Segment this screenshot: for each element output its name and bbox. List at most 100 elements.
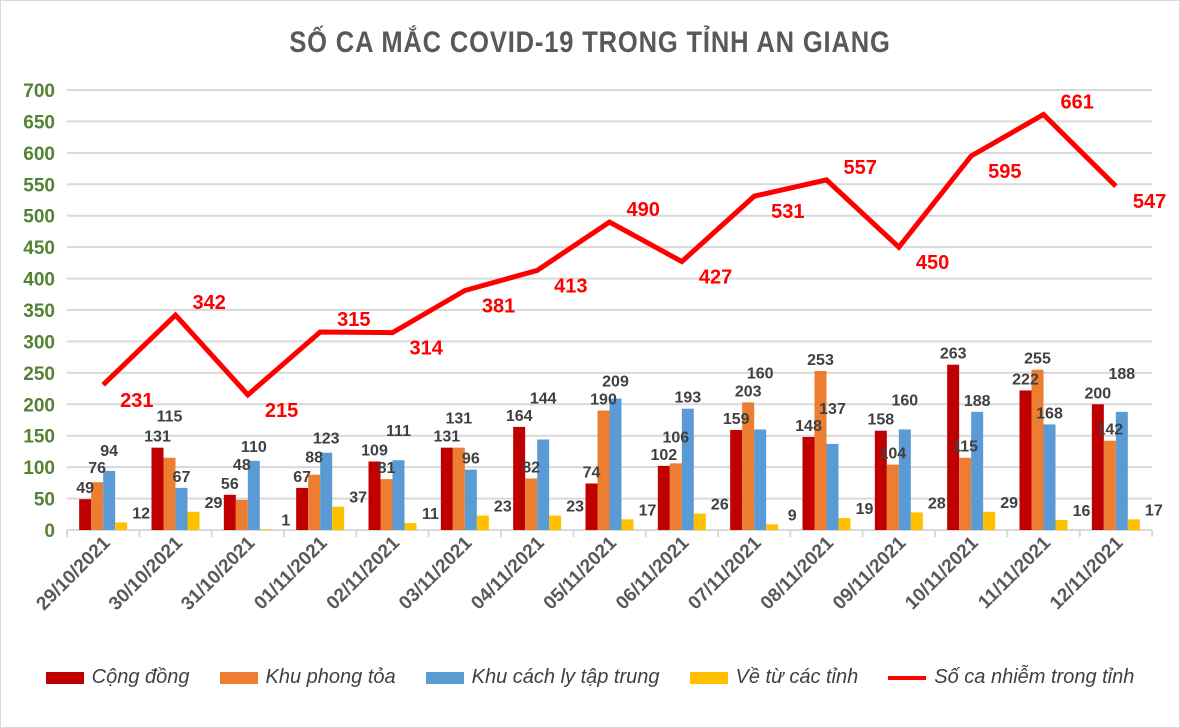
line-data-label: 547 [1133, 191, 1166, 213]
bar-0 [874, 430, 887, 530]
line-data-label: 342 [193, 292, 226, 314]
bar-1 [91, 482, 104, 530]
bar-3 [404, 523, 417, 530]
bar-3 [549, 515, 562, 530]
legend-label: Cộng đồng [91, 666, 190, 688]
x-tick-label: 09/11/2021 [829, 532, 911, 614]
legend-label: Khu phong tỏa [265, 666, 396, 688]
legend-item: Khu cách ly tập trung [425, 666, 660, 689]
bar-data-label: 115 [952, 439, 978, 456]
bar-data-label: 67 [293, 469, 311, 486]
bar-0 [79, 499, 92, 530]
x-tick-label: 08/11/2021 [757, 532, 839, 614]
bar-data-label: 200 [1084, 385, 1111, 402]
bar-0 [513, 426, 526, 530]
x-tick-label: 10/11/2021 [901, 532, 983, 614]
bar-0 [730, 430, 743, 530]
bar-data-label: 188 [964, 393, 991, 410]
bar-3 [1127, 519, 1140, 530]
bar-data-label: 17 [639, 502, 657, 519]
bar-data-label: 12 [132, 505, 150, 522]
bar-data-label: 131 [445, 411, 472, 428]
bar-data-label: 115 [157, 409, 183, 426]
bar-0 [368, 461, 381, 530]
bar-1 [886, 464, 899, 530]
x-tick-label: 06/11/2021 [612, 532, 694, 614]
bar-1 [597, 410, 610, 530]
bar-3 [332, 506, 345, 530]
y-tick-label: 0 [44, 521, 55, 542]
bar-data-label: 222 [1012, 371, 1039, 388]
x-tick-label: 04/11/2021 [467, 532, 549, 614]
bar-1 [163, 457, 176, 530]
x-tick-label: 30/10/2021 [105, 532, 187, 614]
line-data-label: 450 [916, 252, 949, 274]
bar-data-label: 67 [173, 469, 191, 486]
legend-label: Về từ các tỉnh [735, 666, 859, 688]
bar-data-label: 1 [281, 512, 290, 529]
bar-data-label: 142 [1096, 422, 1123, 439]
bar-3 [983, 511, 996, 530]
y-tick-label: 650 [23, 112, 55, 133]
bar-2 [1115, 411, 1128, 530]
bar-0 [657, 465, 670, 530]
bar-data-label: 29 [205, 495, 223, 512]
bar-3 [187, 511, 200, 530]
bar-data-label: 56 [221, 476, 239, 493]
bar-data-label: 28 [928, 495, 946, 512]
legend-swatch [425, 671, 464, 684]
bar-2 [898, 429, 911, 530]
bar-1 [380, 479, 393, 530]
line-data-label: 381 [482, 296, 515, 318]
bar-data-label: 209 [602, 374, 629, 391]
x-tick-label: 11/11/2021 [974, 532, 1055, 613]
line-data-label: 314 [410, 338, 444, 360]
bar-data-label: 131 [433, 429, 460, 446]
bar-data-label: 16 [1073, 503, 1091, 520]
bar-data-label: 255 [1024, 351, 1051, 368]
y-tick-label: 250 [23, 364, 55, 385]
x-tick-label: 12/11/2021 [1046, 532, 1128, 614]
legend-swatch [888, 675, 927, 680]
bar-data-label: 49 [76, 480, 94, 497]
legend-swatch [219, 671, 258, 684]
bar-0 [296, 487, 309, 530]
line-data-label: 231 [120, 390, 153, 412]
line-data-label: 413 [554, 275, 587, 297]
line-data-label: 215 [265, 400, 298, 422]
bar-0 [1091, 404, 1104, 530]
bar-3 [476, 515, 489, 530]
line-data-label: 595 [988, 161, 1021, 183]
bar-1 [1031, 369, 1044, 530]
y-tick-label: 600 [23, 144, 55, 165]
bar-1 [959, 457, 972, 530]
chart-title: SỐ CA MẮC COVID-19 TRONG TỈNH AN GIANG [289, 26, 891, 59]
bar-2 [247, 460, 260, 530]
bar-data-label: 23 [494, 499, 512, 516]
bar-data-label: 96 [462, 451, 480, 468]
bar-data-label: 48 [233, 457, 251, 474]
bar-data-label: 26 [711, 497, 729, 514]
bar-data-label: 109 [361, 442, 388, 459]
bar-data-label: 131 [144, 429, 171, 446]
bar-2 [754, 429, 767, 530]
bar-1 [742, 402, 755, 530]
bar-data-label: 106 [662, 429, 689, 446]
bar-2 [609, 398, 622, 530]
bar-data-label: 168 [1036, 405, 1063, 422]
bar-data-label: 160 [747, 365, 774, 382]
y-tick-label: 400 [23, 270, 55, 291]
x-tick-label: 05/11/2021 [540, 532, 622, 614]
bar-2 [392, 460, 405, 530]
line-series [101, 111, 1118, 399]
bar-data-label: 193 [674, 390, 701, 407]
bar-data-label: 88 [305, 450, 323, 467]
line-data-label: 427 [699, 267, 732, 289]
legend-swatch [45, 671, 84, 684]
bar-3 [766, 524, 779, 530]
bar-2 [103, 470, 116, 530]
bar-1 [669, 463, 682, 530]
x-tick-label: 01/11/2021 [250, 532, 332, 614]
bar-data-label: 164 [506, 408, 533, 425]
